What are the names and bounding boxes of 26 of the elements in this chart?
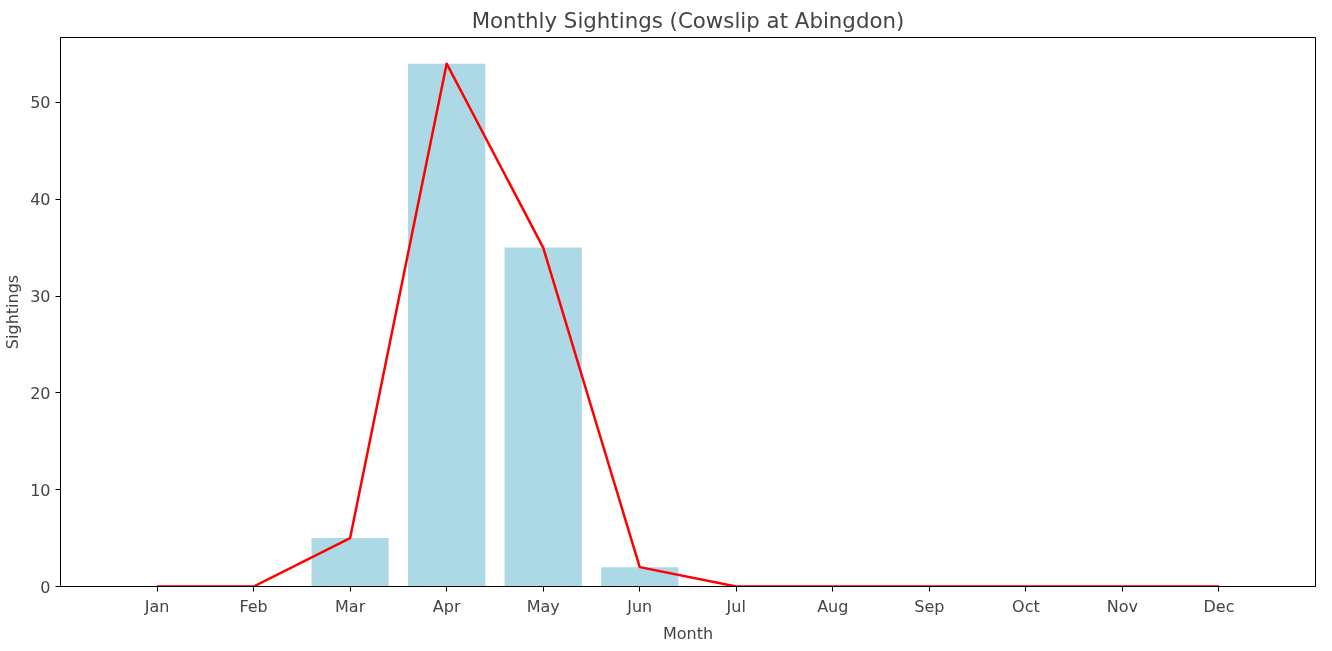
bar	[601, 567, 679, 587]
y-axis-title: Sightings	[3, 274, 23, 350]
bar	[311, 538, 389, 587]
line-series	[155, 62, 1221, 587]
y-tick-label: 30	[30, 287, 51, 307]
x-tick-label: Nov	[1106, 596, 1139, 616]
x-tick-label: Jun	[626, 596, 653, 616]
y-tick-label: 20	[30, 383, 51, 403]
y-tick-label: 40	[30, 190, 51, 210]
x-tick-label: Oct	[1012, 596, 1040, 616]
y-tick-label: 50	[30, 93, 51, 113]
x-tick-label: Dec	[1203, 596, 1235, 616]
x-tick-label: Jan	[143, 596, 170, 616]
x-axis-title: Month	[662, 623, 714, 643]
x-tick-label: Jul	[725, 596, 746, 616]
x-tick-label: Sep	[914, 596, 945, 616]
bar	[504, 247, 582, 587]
x-tick-label: Feb	[239, 596, 268, 616]
x-tick-label: Mar	[335, 596, 366, 616]
chart-title: Monthly Sightings (Cowslip at Abingdon)	[471, 7, 905, 33]
y-tick-label: 10	[30, 480, 51, 500]
x-tick-label: May	[526, 596, 560, 616]
y-tick-label: 0	[40, 577, 51, 597]
bar	[408, 63, 486, 587]
x-tick-label: Aug	[817, 596, 849, 616]
x-tick-label: Apr	[432, 596, 461, 616]
